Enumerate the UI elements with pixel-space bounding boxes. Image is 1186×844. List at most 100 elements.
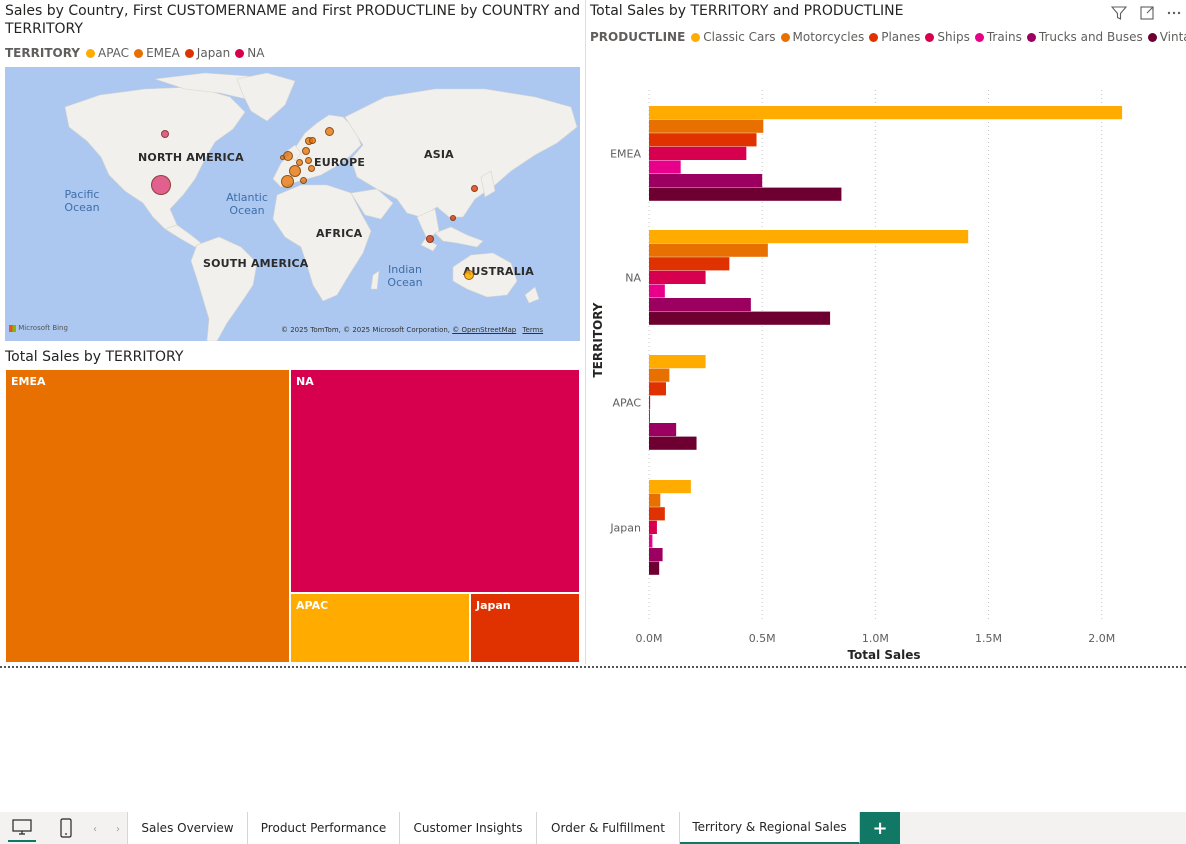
map-bubble-japan[interactable]: [471, 185, 478, 192]
desktop-layout-icon[interactable]: [8, 814, 36, 842]
bar-trains: [649, 160, 681, 174]
legend-item-classic-cars[interactable]: Classic Cars: [691, 30, 776, 44]
legend-label: NA: [247, 46, 265, 60]
bar-trains: [649, 409, 650, 423]
map-attribution: © 2025 TomTom, © 2025 Microsoft Corporat…: [281, 326, 543, 334]
osm-link[interactable]: © OpenStreetMap: [452, 326, 517, 334]
map-bubble-japan[interactable]: [450, 215, 456, 221]
tile-label: EMEA: [11, 375, 46, 388]
legend-label: EMEA: [146, 46, 180, 60]
more-options-icon[interactable]: [1164, 4, 1184, 22]
focus-mode-icon[interactable]: [1138, 4, 1156, 22]
bar-classic-cars: [649, 230, 969, 244]
map-legend: TERRITORY APAC EMEA Japan NA: [5, 46, 269, 60]
tab-customer-insights[interactable]: Customer Insights: [400, 812, 537, 844]
bar-chart: 0.0M 0.5M 1.0M 1.5M 2.0M Total Sales TERRITORY…: [591, 90, 1123, 662]
legend-label: Classic Cars: [703, 30, 776, 44]
bar-classic-cars: [649, 106, 1123, 120]
map-bubble-emea[interactable]: [308, 165, 315, 172]
map-land: [64, 72, 578, 341]
legend-item-na[interactable]: NA: [235, 46, 264, 60]
legend-label: Planes: [881, 30, 921, 44]
treemap-tile-na[interactable]: NA: [290, 369, 580, 593]
tab-sales-overview[interactable]: Sales Overview: [128, 812, 248, 844]
bar-classic-cars: [649, 355, 706, 369]
legend-item-emea[interactable]: EMEA: [134, 46, 180, 60]
map-bubble-emea[interactable]: [309, 137, 316, 144]
map-visual-title: Sales by Country, First CUSTOMERNAME and…: [5, 3, 581, 37]
legend-item-ships[interactable]: Ships: [925, 30, 970, 44]
map-bubble-emea[interactable]: [289, 165, 301, 177]
legend-item-motorcycles[interactable]: Motorcycles: [780, 30, 865, 44]
legend-item-trains[interactable]: Trains: [974, 30, 1022, 44]
scroll-left-icon[interactable]: ‹: [93, 823, 97, 835]
continent-label: AUSTRALIA: [463, 265, 534, 278]
map-bubble-na[interactable]: [161, 130, 169, 138]
bar-visual-title: Total Sales by TERRITORY and PRODUCTLINE: [590, 3, 904, 19]
x-axis-title: Total Sales: [847, 648, 920, 662]
legend-item-vintage-cars[interactable]: Vintage Cars: [1147, 30, 1186, 44]
bar-trucks-and-buses: [649, 174, 763, 188]
legend-item-planes[interactable]: Planes: [869, 30, 920, 44]
bar-planes: [649, 133, 757, 147]
map-bubble-emea[interactable]: [281, 175, 294, 188]
bar-ships: [649, 395, 651, 409]
y-axis-title: TERRITORY: [591, 302, 605, 377]
bar-trains: [649, 534, 653, 548]
map-bubble-emea[interactable]: [325, 127, 334, 136]
legend-label: Ships: [937, 30, 970, 44]
map-bubble-na[interactable]: [151, 175, 171, 195]
filter-icon[interactable]: [1110, 4, 1128, 22]
y-tick-label: EMEA: [610, 148, 641, 161]
treemap-visual-title: Total Sales by TERRITORY: [5, 349, 184, 365]
continent-label: EUROPE: [314, 156, 366, 169]
map-bubble-apac[interactable]: [464, 270, 474, 280]
treemap-tile-emea[interactable]: EMEA: [5, 369, 290, 663]
tab-separator: [127, 812, 128, 844]
mobile-layout-icon[interactable]: [54, 814, 78, 842]
map-bubble-japan[interactable]: [426, 235, 434, 243]
scroll-right-icon[interactable]: ›: [116, 823, 120, 835]
map-bubble-emea[interactable]: [302, 147, 310, 155]
map-legend-title: TERRITORY: [5, 46, 80, 60]
ocean-label: Pacific Ocean: [64, 188, 100, 214]
bar-vintage-cars: [649, 311, 831, 325]
legend-label: APAC: [98, 46, 130, 60]
x-tick-label: 0.5M: [749, 632, 776, 645]
legend-item-apac[interactable]: APAC: [86, 46, 129, 60]
terms-link[interactable]: Terms: [522, 326, 544, 334]
bar-legend: PRODUCTLINE Classic Cars Motorcycles Pla…: [590, 30, 1186, 44]
legend-label: Motorcycles: [792, 30, 865, 44]
map-bubble-emea[interactable]: [296, 159, 303, 166]
bar-trucks-and-buses: [649, 423, 677, 437]
legend-item-japan[interactable]: Japan: [184, 46, 230, 60]
tab-territory-regional-sales[interactable]: Territory & Regional Sales: [680, 812, 860, 844]
tab-order-fulfillment[interactable]: Order & Fulfillment: [537, 812, 680, 844]
bar-motorcycles: [649, 368, 670, 382]
continent-label: SOUTH AMERICA: [203, 257, 309, 270]
bar-vintage-cars: [649, 187, 842, 201]
y-tick-label: Japan: [609, 522, 641, 535]
bar-ships: [649, 270, 706, 284]
canvas-boundary: [0, 666, 1186, 668]
bar-legend-title: PRODUCTLINE: [590, 30, 686, 44]
map-bubble-emea[interactable]: [305, 157, 312, 164]
legend-item-trucks-and-buses[interactable]: Trucks and Buses: [1026, 30, 1143, 44]
map-bubble-emea[interactable]: [300, 177, 307, 184]
world-map[interactable]: NORTH AMERICA EUROPE ASIA AFRICA SOUTH A…: [5, 67, 580, 341]
bar-trucks-and-buses: [649, 548, 663, 562]
treemap-tile-japan[interactable]: Japan: [470, 593, 580, 663]
continent-label: NORTH AMERICA: [138, 151, 244, 164]
x-tick-label: 2.0M: [1088, 632, 1115, 645]
bar-motorcycles: [649, 119, 764, 133]
map-bubble-emea[interactable]: [280, 155, 285, 160]
bing-logo: Microsoft Bing: [9, 324, 68, 332]
ocean-label: Indian Ocean: [387, 263, 423, 289]
add-page-button[interactable]: +: [860, 812, 900, 844]
bar-motorcycles: [649, 493, 661, 507]
treemap-tile-apac[interactable]: APAC: [290, 593, 470, 663]
legend-label: Trucks and Buses: [1038, 30, 1143, 44]
tab-product-performance[interactable]: Product Performance: [248, 812, 400, 844]
bar-vintage-cars: [649, 436, 697, 450]
y-tick-label: NA: [625, 272, 641, 285]
